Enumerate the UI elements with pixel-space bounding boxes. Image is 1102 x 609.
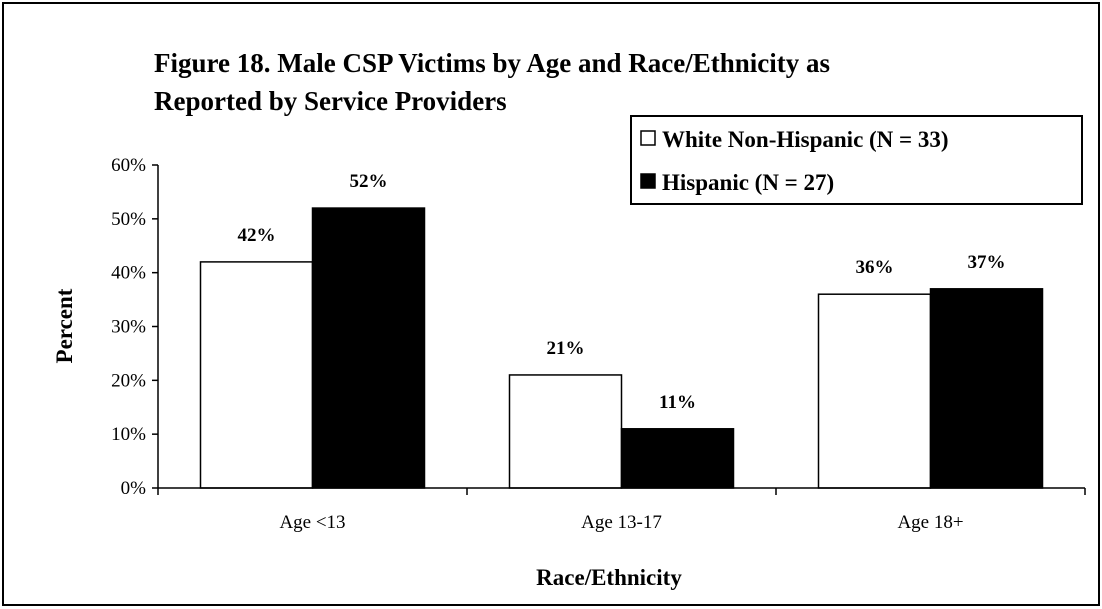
data-label: 52%: [350, 171, 388, 192]
x-axis-title: Race/Ethnicity: [536, 565, 682, 590]
legend-box: [630, 115, 1083, 205]
x-axis: Age <13 Age 13-17 Age 18+: [157, 487, 1086, 533]
bar-hispanic: [929, 288, 1044, 489]
y-tick-label: 50%: [111, 209, 146, 230]
bar-hispanic: [311, 207, 426, 489]
y-tick-label: 30%: [111, 317, 146, 338]
y-tick-label: 20%: [111, 370, 146, 391]
data-labels: 42% 52% 21% 11% 36% 37%: [238, 171, 1006, 413]
legend-label-white-non-hispanic: White Non-Hispanic (N = 33): [662, 127, 949, 152]
x-tick-label: Age 18+: [897, 512, 963, 533]
chart-title-line-2: Reported by Service Providers: [154, 86, 507, 116]
x-tick-label: Age <13: [279, 512, 345, 533]
bar-white-non-hispanic: [508, 374, 623, 489]
legend: White Non-Hispanic (N = 33) Hispanic (N …: [630, 115, 1083, 205]
y-tick-label: 10%: [111, 424, 146, 445]
data-label: 21%: [547, 338, 585, 359]
y-axis-title: Percent: [52, 288, 77, 363]
data-label: 36%: [856, 257, 894, 278]
y-tick-label: 0%: [121, 478, 147, 499]
bar-white-non-hispanic: [817, 293, 932, 489]
data-label: 11%: [659, 392, 696, 413]
y-axis-ticks: 0% 10% 20% 30% 40% 50% 60%: [111, 155, 159, 499]
bar-hispanic: [620, 428, 735, 489]
legend-label-hispanic: Hispanic (N = 27): [662, 170, 834, 195]
legend-swatch-hispanic: [640, 173, 656, 189]
bar-white-non-hispanic: [199, 261, 314, 489]
bars: [199, 207, 1044, 489]
chart-title-line-1: Figure 18. Male CSP Victims by Age and R…: [154, 48, 830, 78]
x-tick-label: Age 13-17: [581, 512, 662, 533]
legend-swatch-white-non-hispanic: [640, 130, 656, 146]
y-tick-label: 40%: [111, 263, 146, 284]
data-label: 42%: [238, 225, 276, 246]
bar-chart: Figure 18. Male CSP Victims by Age and R…: [52, 48, 1086, 590]
y-tick-label: 60%: [111, 155, 146, 176]
data-label: 37%: [968, 252, 1006, 273]
